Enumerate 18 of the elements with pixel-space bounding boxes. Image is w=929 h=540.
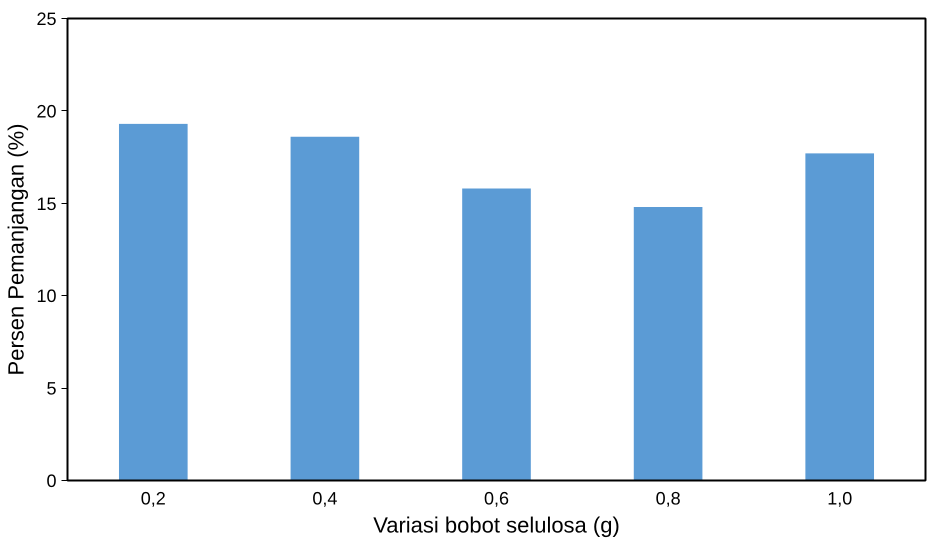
x-tick-label: 0,2 (140, 488, 166, 508)
bar (290, 136, 360, 480)
y-tick-label: 0 (46, 471, 57, 491)
x-tick-label: 0,4 (312, 488, 338, 508)
y-tick-label: 20 (36, 101, 57, 122)
y-tick-label: 5 (46, 378, 57, 399)
y-tick-label: 15 (36, 194, 57, 214)
bar (462, 188, 531, 480)
x-tick-label: 1,0 (827, 488, 852, 508)
y-axis-title: Persen Pemanjangan (%) (3, 124, 28, 376)
x-axis-title: Variasi bobot selulosa (g) (373, 512, 620, 538)
y-tick-label: 10 (36, 286, 57, 306)
bar (805, 153, 874, 480)
x-tick-label: 0,6 (484, 488, 510, 508)
x-tick-label: 0,8 (656, 488, 681, 508)
y-tick-label: 25 (36, 9, 57, 29)
bar (118, 124, 188, 480)
bar (634, 206, 702, 480)
